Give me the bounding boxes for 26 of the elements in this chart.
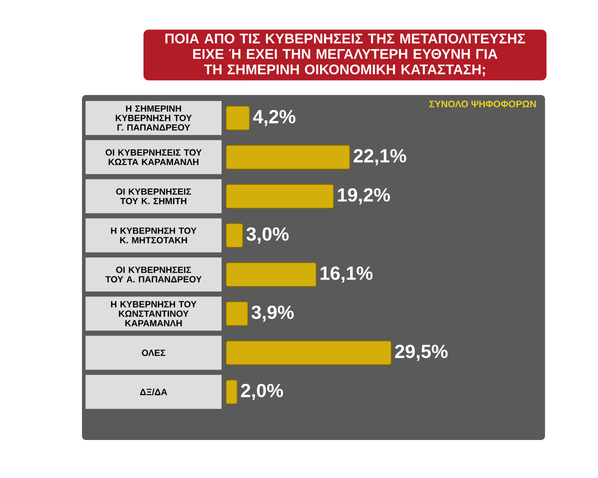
chart-title: ΠΟΙΑ ΑΠΟ ΤΙΣ ΚΥΒΕΡΝΗΣΕΙΣ ΤΗΣ ΜΕΤΑΠΟΛΙΤΕΥΣΗΣ ΕΙΧΕ Ή ΕΧΕΙ ΤΗΝ ΜΕΓΑΛΥΤΕΡΗ ΕΥΘΥΝΗ ΓΙΑ ΤΗ ΣΗΜΕΡΙΝΗ ΟΙΚΟΝΟΜΙΚΗ ΚΑΤΑΣΤΑΣΗ; bbox=[165, 34, 526, 76]
data-label: 3,9% bbox=[251, 306, 294, 322]
y-tick-label: Η ΚΥΒΕΡΝΗΣΗ ΤΟΥ Κ. ΜΗΤΣΟΤΑΚΗ bbox=[111, 228, 196, 244]
bar bbox=[226, 144, 350, 170]
bar bbox=[226, 340, 392, 366]
bar bbox=[226, 262, 317, 287]
bar bbox=[226, 223, 244, 248]
bar bbox=[226, 184, 334, 209]
data-label: 2,0% bbox=[241, 384, 284, 400]
bar bbox=[226, 380, 238, 404]
data-label: 19,2% bbox=[338, 188, 390, 204]
data-label: 29,5% bbox=[395, 344, 448, 361]
y-tick-label: Η ΣΗΜΕΡΙΝΗ ΚΥΒΕΡΝΗΣΗ ΤΟΥ Γ. ΠΑΠΑΝΔΡΕΟΥ bbox=[116, 105, 192, 131]
y-tick-label: ΔΞ/ΔΑ bbox=[140, 388, 168, 396]
bar bbox=[226, 301, 248, 326]
bar bbox=[226, 106, 250, 130]
y-tick-label: Η ΚΥΒΕΡΝΗΣΗ ΤΟΥ ΚΩΝΣΤΑΝΤΙΝΟΥ ΚΑΡΑΜΑΝΛΗ bbox=[111, 301, 196, 326]
data-label: 3,0% bbox=[246, 227, 289, 244]
data-label: 4,2% bbox=[253, 110, 296, 126]
y-tick-label: ΟΙ ΚΥΒΕΡΝΗΣΕΙΣ ΤΟΥ Α. ΠΑΠΑΝΔΡΕΟΥ bbox=[105, 266, 202, 282]
text: ΣΥΝΟΛΟ ΨΗΦΟΦΟΡΩΝ bbox=[429, 100, 536, 108]
data-label: 22,1% bbox=[354, 149, 406, 166]
y-tick-label: ΟΙ ΚΥΒΕΡΝΗΣΕΙΣ ΤΟΥ ΚΩΣΤΑ ΚΑΡΑΜΑΝΛΗ bbox=[106, 149, 202, 166]
y-tick-label: ΟΛΕΣ bbox=[142, 350, 166, 356]
y-tick-label: ΟΙ ΚΥΒΕΡΝΗΣΕΙΣ ΤΟΥ Κ. ΣΗΜΙΤΗ bbox=[116, 188, 192, 204]
data-label: 16,1% bbox=[320, 266, 373, 283]
